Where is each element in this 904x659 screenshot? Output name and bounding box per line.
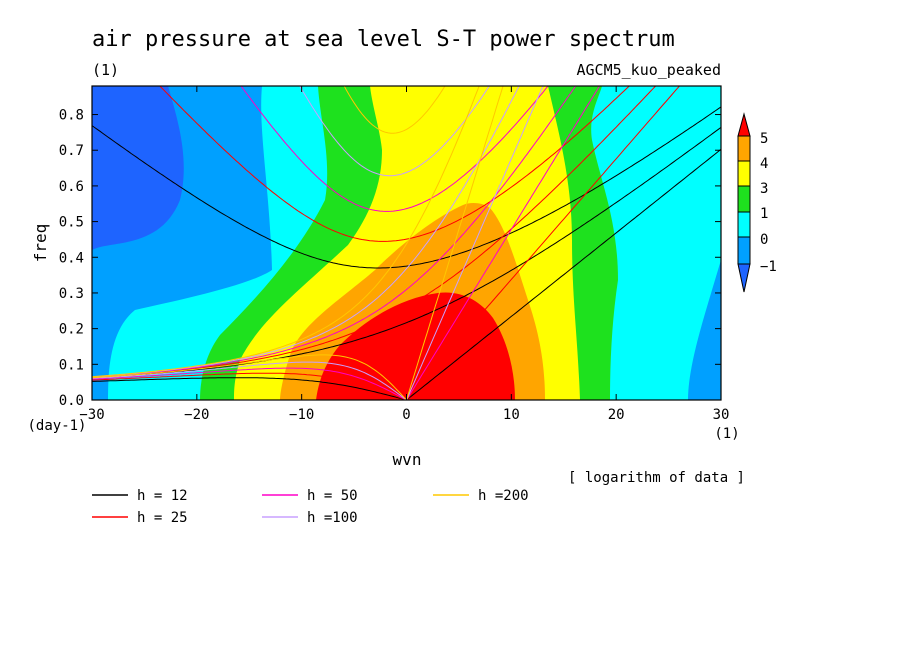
mrg-wave-curve	[92, 86, 657, 378]
colorbar-swatch-0-1	[737, 211, 751, 238]
y-axis-ticks: 0.0 0.1 0.2 0.3 0.4 0.5 0.6 0.7 0.8	[59, 108, 721, 409]
legend-label: h =200	[478, 488, 529, 504]
mrg-wave-curve	[92, 86, 480, 378]
colorbar-extend-top	[737, 112, 751, 137]
legend-label: h = 25	[137, 510, 188, 526]
chart-subtitle-right: AGCM5_kuo_peaked	[577, 61, 722, 79]
ig-wave-curve	[343, 86, 446, 134]
colorbar-swatch-minus1-0	[737, 236, 751, 265]
ig-wave-curve	[159, 86, 631, 242]
colorbar-label: 0	[760, 232, 768, 248]
colorbar-swatch-4-5	[737, 135, 751, 162]
y-tick-label: 0.5	[59, 215, 84, 231]
colorbar-label: 4	[760, 156, 768, 172]
y-tick-label: 0.2	[59, 322, 84, 338]
colorbar-label: −1	[760, 259, 777, 275]
x-tick-label: 10	[503, 407, 520, 423]
legend-label: h =100	[307, 510, 358, 526]
x-tick-label: 0	[402, 407, 410, 423]
y-unit-label: (day-1)	[27, 418, 86, 434]
rossby-wave-curve	[92, 372, 407, 400]
x-tick-label: 30	[713, 407, 730, 423]
y-tick-label: 0.3	[59, 286, 84, 302]
legend-label: h = 12	[137, 488, 188, 504]
mrg-wave-curve	[92, 126, 721, 379]
ig-wave-curve	[240, 86, 549, 212]
colorbar-label: 5	[760, 131, 768, 147]
rossby-wave-curve	[92, 377, 407, 400]
level-minus1-right-region	[688, 260, 721, 400]
x-tick-label: −20	[184, 407, 209, 423]
y-tick-label: 0.7	[59, 143, 84, 159]
colorbar: 5 4 3 1 0 −1	[737, 112, 777, 293]
kelvin-wave-curve	[406, 148, 721, 400]
kelvin-wave-curve	[406, 86, 681, 400]
curve-legend: h = 12 h = 25 h = 50 h =100 h =200	[92, 488, 529, 526]
y-axis-label: freq	[31, 224, 50, 263]
mrg-wave-curve	[92, 86, 577, 378]
chart-title: air pressure at sea level S-T power spec…	[92, 27, 675, 52]
dispersion-curves	[92, 86, 721, 400]
y-tick-label: 0.1	[59, 357, 84, 373]
y-tick-label: 0.0	[59, 393, 84, 409]
chart-subtitle-left: (1)	[92, 61, 119, 79]
legend-label: h = 50	[307, 488, 358, 504]
mrg-wave-curve	[92, 86, 520, 378]
colorbar-swatch-3-4	[737, 160, 751, 187]
kelvin-wave-curve	[406, 86, 504, 400]
level-below-minus1-region	[92, 86, 184, 250]
colorbar-label: 3	[760, 181, 768, 197]
data-note: [ logarithm of data ]	[568, 470, 745, 486]
kelvin-wave-curve	[406, 86, 544, 400]
x-axis-ticks: −30 −20 −10 0 10 20 30	[79, 86, 729, 423]
colorbar-swatch-1-3	[737, 185, 751, 213]
x-tick-label: 20	[608, 407, 625, 423]
rossby-wave-curve	[92, 367, 407, 400]
x-unit-label: (1)	[714, 426, 739, 442]
x-axis-label: wvn	[393, 450, 422, 469]
rossby-wave-curve	[92, 354, 407, 400]
contour-field	[92, 86, 721, 400]
colorbar-extend-bottom	[737, 263, 751, 293]
ig-wave-curve	[92, 106, 721, 269]
y-tick-label: 0.8	[59, 108, 84, 124]
colorbar-label: 1	[760, 206, 768, 222]
y-tick-label: 0.6	[59, 179, 84, 195]
kelvin-wave-curve	[406, 86, 601, 400]
y-tick-label: 0.4	[59, 250, 84, 266]
x-tick-label: −10	[289, 407, 314, 423]
ig-wave-curve	[299, 86, 490, 177]
rossby-wave-curve	[92, 361, 407, 400]
x-tick-label: −30	[79, 407, 104, 423]
